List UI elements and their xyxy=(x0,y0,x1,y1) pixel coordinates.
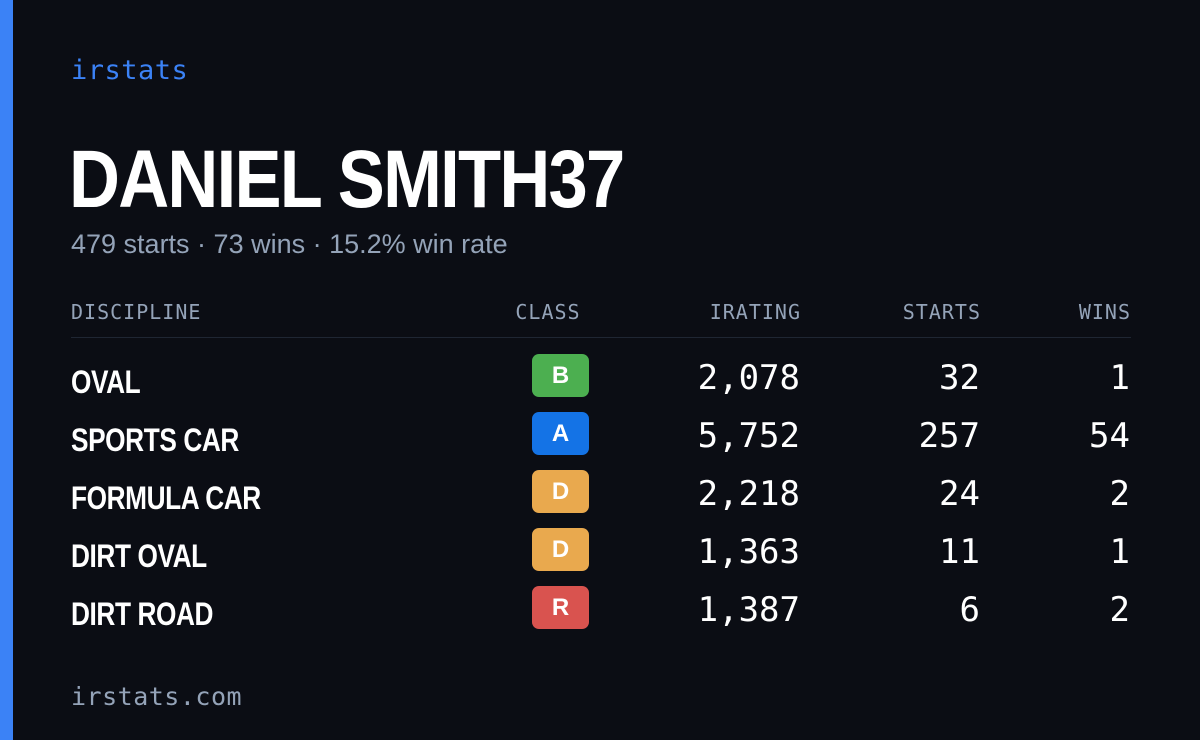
wins-value: 54 xyxy=(1089,416,1130,456)
table-row: OVAL B 2,078 32 1 xyxy=(71,350,1131,408)
discipline-table: OVAL B 2,078 32 1 SPORTS CAR A 5,752 257… xyxy=(71,350,1131,640)
table-row: FORMULA CAR D 2,218 24 2 xyxy=(71,466,1131,524)
irating-value: 5,752 xyxy=(697,416,800,456)
header-irating: IRATING xyxy=(709,300,801,324)
discipline-name: SPORTS CAR xyxy=(71,422,239,458)
table-header: DISCIPLINE CLASS IRATING STARTS WINS xyxy=(71,300,1131,338)
driver-name: DANIEL SMITH37 xyxy=(69,134,625,225)
header-starts: STARTS xyxy=(902,300,981,324)
starts-value: 257 xyxy=(918,416,980,456)
wins-value: 1 xyxy=(1109,532,1130,572)
class-badge: A xyxy=(532,412,589,455)
brand-logo-text: irstats xyxy=(71,55,189,86)
starts-value: 32 xyxy=(939,358,980,398)
driver-summary: 479 starts · 73 wins · 15.2% win rate xyxy=(71,229,508,259)
irating-value: 2,218 xyxy=(697,474,800,514)
wins-value: 2 xyxy=(1109,474,1130,514)
starts-value: 6 xyxy=(959,590,980,630)
header-discipline: DISCIPLINE xyxy=(71,300,202,324)
class-badge: R xyxy=(532,586,589,629)
wins-value: 1 xyxy=(1109,358,1130,398)
starts-value: 11 xyxy=(939,532,980,572)
wins-value: 2 xyxy=(1109,590,1130,630)
discipline-name: DIRT ROAD xyxy=(71,596,214,632)
starts-value: 24 xyxy=(939,474,980,514)
irating-value: 1,387 xyxy=(697,590,800,630)
header-class: CLASS xyxy=(515,300,581,324)
discipline-name: FORMULA CAR xyxy=(71,480,261,516)
accent-bar xyxy=(0,0,13,740)
table-row: DIRT ROAD R 1,387 6 2 xyxy=(71,582,1131,640)
discipline-name: OVAL xyxy=(71,364,141,400)
discipline-name: DIRT OVAL xyxy=(71,538,207,574)
footer-url[interactable]: irstats.com xyxy=(71,682,243,711)
class-badge: D xyxy=(532,528,589,571)
table-row: DIRT OVAL D 1,363 11 1 xyxy=(71,524,1131,582)
class-badge: D xyxy=(532,470,589,513)
irating-value: 2,078 xyxy=(697,358,800,398)
header-wins: WINS xyxy=(1078,300,1131,324)
irating-value: 1,363 xyxy=(697,532,800,572)
table-row: SPORTS CAR A 5,752 257 54 xyxy=(71,408,1131,466)
class-badge: B xyxy=(532,354,589,397)
